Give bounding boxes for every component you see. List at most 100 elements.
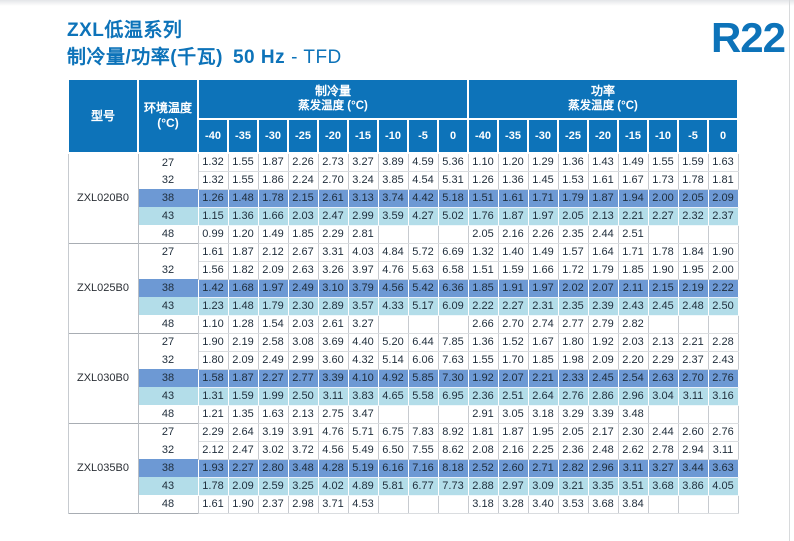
- cooling-value-cell: 3.57: [347, 296, 379, 316]
- power-value-cell: 2.30: [617, 422, 649, 442]
- cooling-value-cell: [437, 224, 469, 244]
- cooling-value-cell: 2.27: [257, 368, 289, 388]
- power-value-cell: 2.05: [677, 188, 709, 208]
- evap-temp-header-cooling: -35: [227, 118, 259, 154]
- power-value-cell: 2.28: [707, 332, 739, 352]
- cooling-value-cell: 5.36: [437, 152, 469, 172]
- power-value-cell: 3.86: [677, 476, 709, 496]
- power-value-cell: 3.68: [587, 494, 619, 514]
- power-value-cell: 2.35: [557, 224, 589, 244]
- cooling-value-cell: 4.32: [347, 350, 379, 370]
- cooling-value-cell: 2.09: [257, 260, 289, 280]
- evap-temp-header-power: -5: [677, 118, 709, 154]
- power-value-cell: 1.59: [497, 260, 529, 280]
- table-row: ZXL030B0 27 1.90 2.19 2.58 3.08 3.69 4.40 5.20 6.…: [67, 332, 739, 423]
- cooling-value-cell: 1.15: [197, 206, 229, 226]
- cooling-value-cell: 1.86: [257, 170, 289, 190]
- cooling-value-cell: 1.61: [197, 242, 229, 262]
- ambient-temp-cell: 48: [137, 225, 199, 243]
- cooling-value-cell: 2.03: [287, 206, 319, 226]
- cooling-value-cell: 2.49: [257, 350, 289, 370]
- cooling-value-cell: 1.21: [197, 404, 229, 424]
- evap-temp-header-cooling: -15: [347, 118, 379, 154]
- power-value-cell: 2.97: [497, 476, 529, 496]
- cooling-value-cell: 1.79: [257, 296, 289, 316]
- power-value-cell: 3.04: [647, 386, 679, 406]
- cooling-value-cell: 1.80: [197, 350, 229, 370]
- power-value-cell: 2.76: [707, 368, 739, 388]
- power-value-cell: 2.20: [617, 350, 649, 370]
- power-value-cell: 3.29: [557, 404, 589, 424]
- ambient-temp-cell: 38: [137, 459, 199, 477]
- power-value-cell: 2.82: [557, 458, 589, 478]
- cooling-value-cell: 3.24: [347, 170, 379, 190]
- power-value-cell: 1.52: [497, 332, 529, 352]
- power-value-cell: 1.81: [467, 422, 499, 442]
- ambient-temp-cell: 27: [137, 422, 199, 441]
- cooling-value-cell: 1.63: [257, 404, 289, 424]
- power-value-cell: 3.44: [677, 458, 709, 478]
- frequency-label: 50 Hz: [232, 46, 286, 68]
- cooling-value-cell: 1.85: [287, 224, 319, 244]
- cooling-value-cell: 4.56: [317, 440, 349, 460]
- power-value-cell: 1.73: [647, 170, 679, 190]
- cooling-value-cell: 2.27: [227, 458, 259, 478]
- power-value-cell: 1.85: [617, 260, 649, 280]
- cooling-value-cell: 6.58: [437, 260, 469, 280]
- power-value-cell: 2.70: [677, 368, 709, 388]
- cooling-value-cell: 6.75: [377, 422, 409, 442]
- power-value-cell: 2.21: [617, 206, 649, 226]
- cooling-value-cell: 2.61: [317, 314, 349, 334]
- cooling-value-cell: 8.18: [437, 458, 469, 478]
- cooling-value-cell: 3.25: [287, 476, 319, 496]
- power-value-cell: 2.29: [647, 350, 679, 370]
- cooling-value-cell: 1.36: [227, 206, 259, 226]
- refrigerant-badge: R22: [710, 14, 786, 61]
- cooling-value-cell: 5.85: [407, 368, 439, 388]
- ambient-temp-cell: 27: [137, 242, 199, 261]
- power-value-cell: 1.84: [677, 242, 709, 262]
- power-value-cell: 1.66: [527, 260, 559, 280]
- power-value-cell: 2.19: [677, 278, 709, 298]
- cooling-value-cell: 4.40: [347, 332, 379, 352]
- cooling-value-cell: 1.23: [197, 296, 229, 316]
- evap-temp-header-power: -25: [557, 118, 589, 154]
- table-header: 型号 环境温度 (°C) 制冷量 蒸发温度 (°C) 功率 蒸发温度 (°C) …: [67, 78, 739, 154]
- cooling-value-cell: 1.31: [197, 386, 229, 406]
- power-group-header: 功率 蒸发温度 (°C): [467, 78, 739, 120]
- power-value-cell: 2.48: [677, 296, 709, 316]
- cooling-value-cell: 3.48: [287, 458, 319, 478]
- cooling-value-cell: 5.18: [437, 188, 469, 208]
- cooling-value-cell: 3.72: [287, 440, 319, 460]
- power-value-cell: 2.08: [467, 440, 499, 460]
- power-value-cell: 3.84: [617, 494, 649, 514]
- cooling-value-cell: 5.02: [437, 206, 469, 226]
- cooling-value-cell: 3.71: [317, 494, 349, 514]
- power-value-cell: 2.62: [617, 440, 649, 460]
- power-value-cell: [647, 314, 679, 334]
- power-value-cell: 1.79: [587, 260, 619, 280]
- power-value-cell: 2.13: [647, 332, 679, 352]
- cooling-value-cell: 3.27: [347, 152, 379, 172]
- ambient-temp-cell: 48: [137, 315, 199, 333]
- cooling-value-cell: 1.32: [197, 152, 229, 172]
- power-value-cell: 2.88: [467, 476, 499, 496]
- table-row: 43 1.78 2.09 2.59 3.25 4.02 4.89 5.81 6.77 7.73 2.…: [68, 476, 739, 496]
- power-value-cell: 1.92: [587, 332, 619, 352]
- cooling-value-cell: 4.76: [317, 422, 349, 442]
- cooling-value-cell: [377, 404, 409, 424]
- cooling-value-cell: 6.95: [437, 386, 469, 406]
- cooling-value-cell: [437, 494, 469, 514]
- cooling-value-cell: 8.62: [437, 440, 469, 460]
- cooling-value-cell: 1.55: [227, 170, 259, 190]
- power-value-cell: 1.92: [467, 368, 499, 388]
- evap-temp-header-power: -40: [467, 118, 499, 154]
- cooling-value-cell: [407, 404, 439, 424]
- cooling-value-cell: 3.74: [377, 188, 409, 208]
- cooling-value-cell: 4.10: [347, 368, 379, 388]
- cooling-value-cell: 2.73: [317, 152, 349, 172]
- cooling-value-cell: 2.89: [317, 296, 349, 316]
- power-value-cell: 1.71: [527, 188, 559, 208]
- power-value-cell: 1.43: [587, 152, 619, 172]
- power-value-cell: 2.25: [527, 440, 559, 460]
